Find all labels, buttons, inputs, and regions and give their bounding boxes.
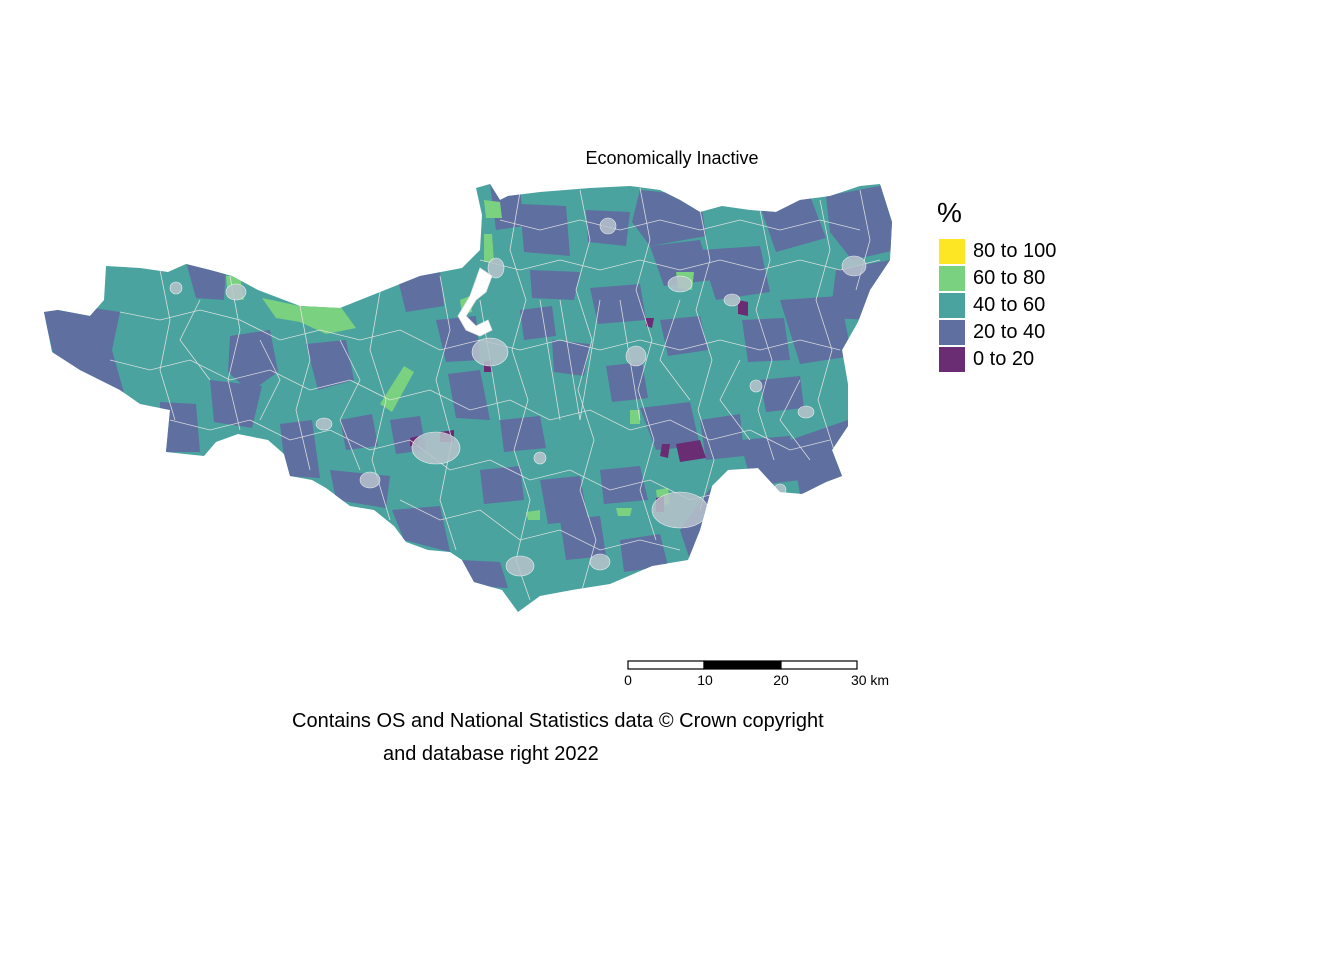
- class-20-to-40-areas: [44, 184, 892, 588]
- scale-tick-30-km: 30 km: [850, 672, 890, 688]
- scale-tick-20: 20: [773, 672, 789, 688]
- scale-tick-10: 10: [697, 672, 713, 688]
- legend-label: 60 to 80: [973, 267, 1046, 289]
- legend-label: 0 to 20: [973, 348, 1035, 370]
- scale-bar-graphic: [627, 660, 858, 670]
- legend-swatch: [939, 347, 965, 372]
- attribution-caption: Contains OS and National Statistics data…: [292, 705, 824, 771]
- legend-item: 40 to 60: [937, 292, 1056, 319]
- legend-item: 60 to 80: [937, 265, 1056, 292]
- legend-swatch: [939, 293, 965, 318]
- attribution-line-1: Contains OS and National Statistics data…: [292, 710, 824, 732]
- scale-bar: 0 10 20 30 km: [624, 660, 889, 690]
- legend-item: 0 to 20: [937, 346, 1056, 373]
- legend-label: 40 to 60: [973, 294, 1046, 316]
- legend-label: 80 to 100: [973, 240, 1057, 262]
- legend-swatch: [939, 239, 965, 264]
- scale-segment-1: [627, 660, 705, 670]
- legend-label: 20 to 40: [973, 321, 1046, 343]
- scale-segment-3: [780, 660, 858, 670]
- legend-swatch: [939, 320, 965, 345]
- legend-items: 80 to 100 60 to 80 40 to 60 20 to 40 0 to 20: [937, 238, 1056, 373]
- urban-area-clusters: [169, 217, 867, 577]
- legend-swatch: [939, 266, 965, 291]
- legend-title: %: [937, 197, 962, 228]
- attribution-line-2: and database right 2022: [383, 743, 599, 765]
- map-legend: % 80 to 100 60 to 80 40 to 60 20 to 40 0 to …: [937, 198, 1056, 373]
- legend-item: 20 to 40: [937, 319, 1056, 346]
- estuary: [457, 267, 493, 337]
- map-title: Economically Inactive: [585, 148, 759, 168]
- scale-segment-2: [703, 660, 782, 670]
- scale-tick-0: 0: [624, 672, 632, 688]
- legend-item: 80 to 100: [937, 238, 1056, 265]
